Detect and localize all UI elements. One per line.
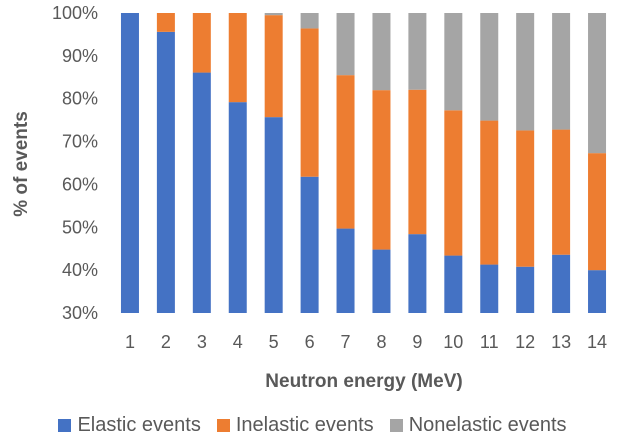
bar-segment-elastic-events	[228, 102, 247, 314]
y-tick-label: 30%	[62, 303, 98, 323]
bar-segment-nonelastic-events	[300, 13, 319, 29]
y-tick-label: 80%	[62, 89, 98, 109]
bar-segment-inelastic-events	[588, 153, 607, 271]
bars-layer	[120, 13, 607, 314]
y-tick-label: 60%	[62, 174, 98, 194]
x-tick-label: 8	[376, 332, 386, 352]
bar-segment-nonelastic-events	[480, 13, 499, 121]
legend-item: Elastic events	[58, 414, 201, 437]
legend-label: Inelastic events	[235, 414, 374, 436]
bar-segment-elastic-events	[552, 254, 571, 313]
bar-segment-nonelastic-events	[588, 13, 607, 154]
legend-label: Nonelastic events	[408, 414, 567, 436]
bar-segment-nonelastic-events	[336, 13, 355, 76]
bar-segment-elastic-events	[156, 31, 175, 313]
bar-segment-inelastic-events	[444, 110, 463, 256]
x-tick-label: 1	[125, 332, 135, 352]
x-axis-ticks: 1 2 3 4 5 6 7 8 9 10 11 12 13 14	[125, 332, 607, 352]
legend-swatch	[58, 419, 72, 432]
legend-swatch	[389, 419, 403, 432]
y-tick-label: 100%	[52, 3, 98, 23]
stacked-bar-chart: 30%40%50%60%70%80%90%100% 1 2 3 4 5 6 7 8 9 10 11 1…	[11, 3, 607, 392]
bar-segment-elastic-events	[336, 228, 355, 313]
x-tick-label: 4	[233, 332, 243, 352]
bar-segment-nonelastic-events	[408, 13, 427, 90]
legend-item: Inelastic events	[216, 414, 374, 437]
bar-segment-nonelastic-events	[372, 13, 391, 91]
x-tick-label: 3	[197, 332, 207, 352]
bar-segment-elastic-events	[300, 176, 319, 313]
bar-segment-elastic-events	[192, 72, 211, 313]
legend-item: Nonelastic events	[389, 414, 567, 437]
x-tick-label: 11	[480, 332, 499, 352]
chart-legend: Elastic events Inelastic events Nonelastic…	[0, 414, 625, 437]
y-axis-title: % of events	[11, 111, 32, 217]
bar-segment-inelastic-events	[552, 129, 571, 255]
bar-segment-inelastic-events	[192, 13, 211, 73]
bar-segment-elastic-events	[408, 234, 427, 313]
x-tick-label: 13	[551, 332, 571, 352]
y-tick-label: 50%	[62, 217, 98, 237]
y-axis-ticks: 30% 40% 50% 60% 70% 80% 90% 100%	[52, 3, 98, 323]
bar-segment-elastic-events	[588, 270, 607, 313]
y-tick-label: 40%	[62, 260, 98, 280]
bar-segment-inelastic-events	[156, 13, 175, 32]
bar-segment-nonelastic-events	[264, 13, 283, 16]
x-tick-label: 12	[515, 332, 535, 352]
bar-segment-elastic-events	[516, 266, 535, 313]
x-tick-label: 9	[412, 332, 422, 352]
legend-swatch	[216, 419, 230, 432]
y-tick-label: 90%	[62, 46, 98, 66]
x-tick-label: 5	[269, 332, 279, 352]
bar-segment-inelastic-events	[372, 90, 391, 250]
bar-segment-elastic-events	[444, 255, 463, 313]
x-tick-label: 14	[587, 332, 607, 352]
x-axis-title: Neutron energy (MeV)	[265, 371, 462, 392]
bar-segment-nonelastic-events	[444, 13, 463, 111]
bar-segment-inelastic-events	[264, 15, 283, 118]
bar-segment-inelastic-events	[516, 130, 535, 267]
bar-segment-elastic-events	[120, 13, 139, 313]
bar-segment-elastic-events	[372, 249, 391, 313]
bar-segment-elastic-events	[480, 264, 499, 313]
bar-segment-nonelastic-events	[516, 13, 535, 131]
bar-segment-inelastic-events	[408, 89, 427, 235]
legend-label: Elastic events	[77, 414, 201, 436]
bar-segment-inelastic-events	[336, 75, 355, 229]
x-tick-label: 7	[341, 332, 351, 352]
y-tick-label: 70%	[62, 132, 98, 152]
bar-segment-inelastic-events	[480, 120, 499, 265]
bar-segment-inelastic-events	[228, 13, 247, 103]
x-tick-label: 10	[443, 332, 463, 352]
bar-segment-inelastic-events	[300, 28, 319, 177]
x-tick-label: 2	[161, 332, 171, 352]
x-tick-label: 6	[305, 332, 315, 352]
bar-segment-elastic-events	[264, 117, 283, 314]
bar-segment-nonelastic-events	[552, 13, 571, 130]
